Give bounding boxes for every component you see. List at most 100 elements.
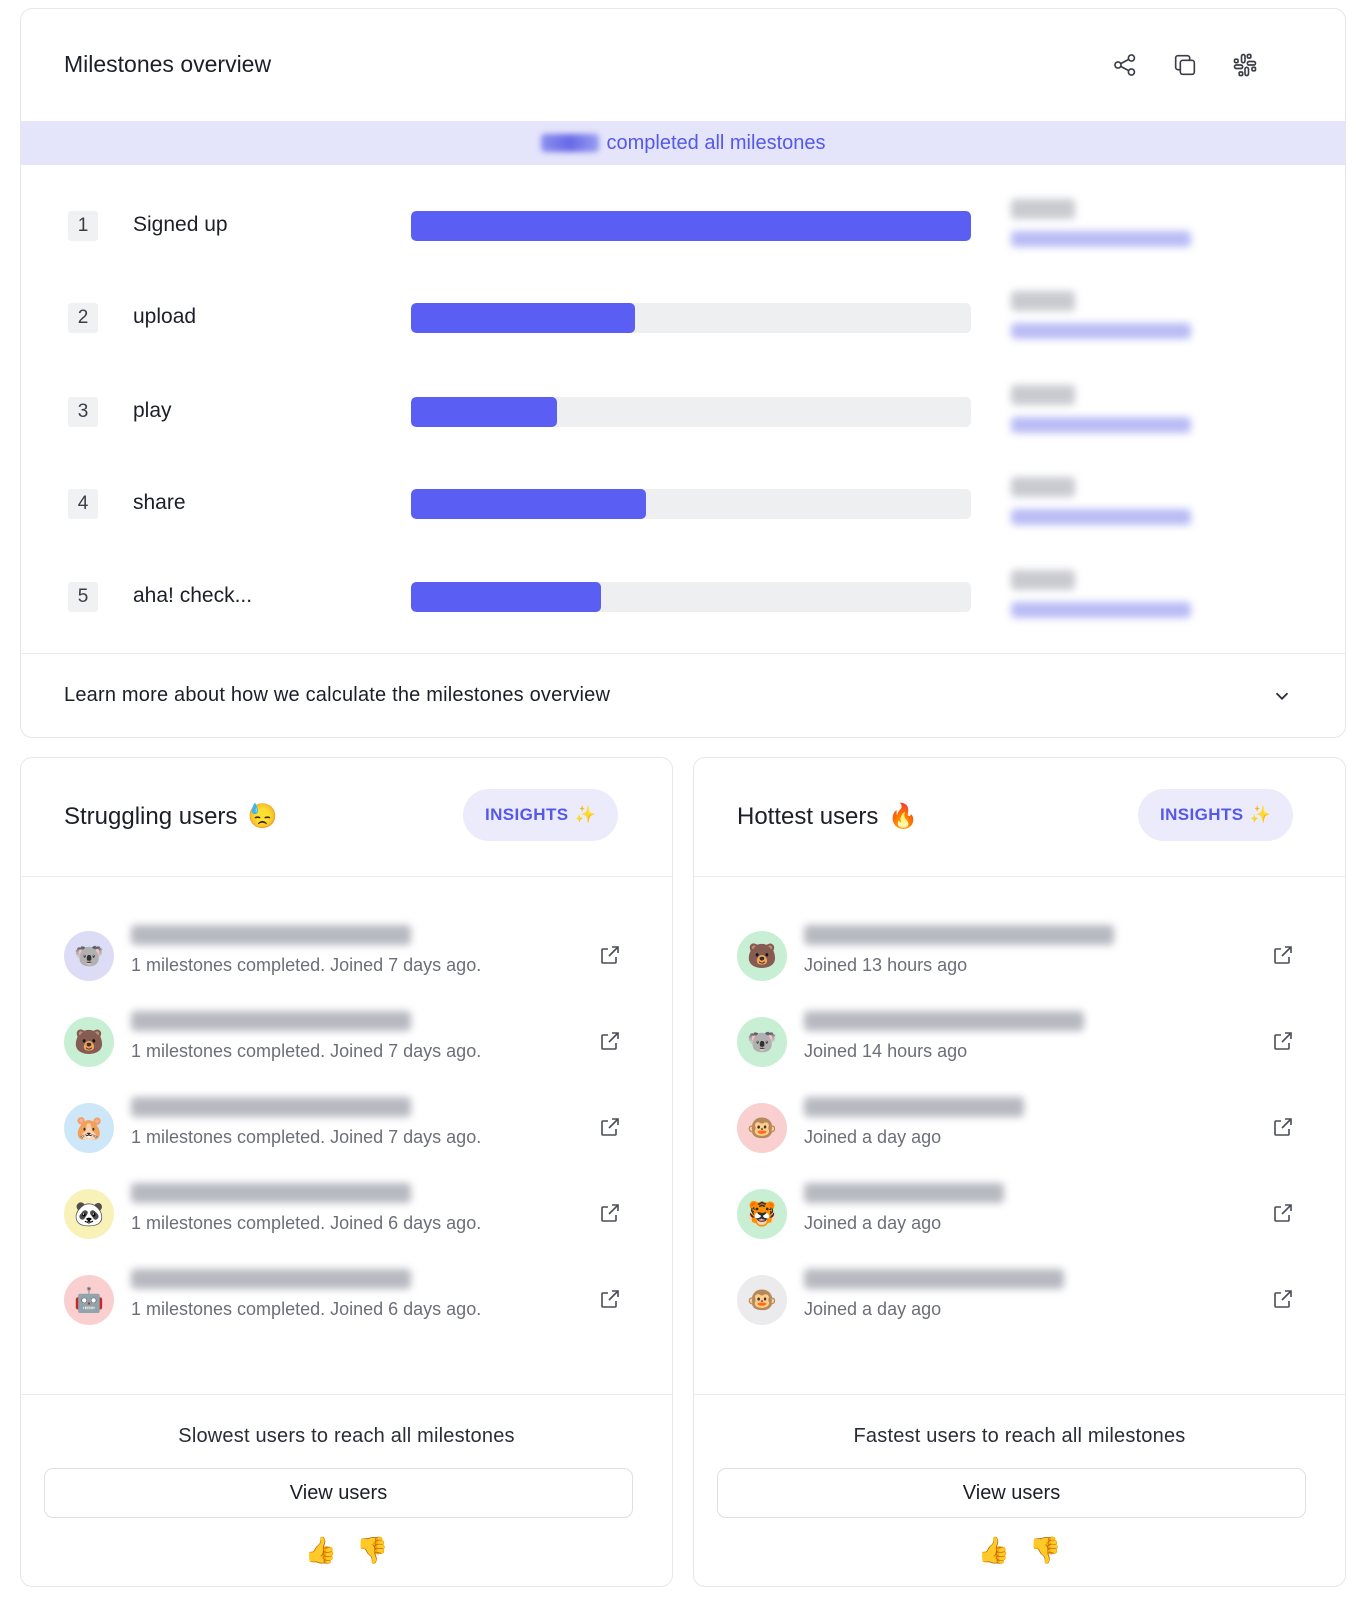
sparkles-icon: ✨ <box>574 805 597 824</box>
user-row[interactable]: 🐻 Joined 13 hours ago <box>694 913 1345 999</box>
insights-label: INSIGHTS <box>1160 805 1244 824</box>
user-subtitle: 1 milestones completed. Joined 7 days ag… <box>131 1127 482 1147</box>
milestone-label: aha! check... <box>133 584 253 607</box>
feedback-buttons: 👍 👎 <box>21 1535 672 1566</box>
hottest-title-text: Hottest users <box>737 802 879 830</box>
user-row[interactable]: 🐻 1 milestones completed. Joined 7 days … <box>21 999 672 1085</box>
external-link-icon[interactable] <box>1271 1201 1295 1225</box>
milestone-value-redacted <box>1011 385 1075 405</box>
share-icon[interactable] <box>1111 51 1139 79</box>
user-row[interactable]: 🐹 1 milestones completed. Joined 7 days … <box>21 1085 672 1171</box>
user-subtitle: 1 milestones completed. Joined 7 days ag… <box>131 1041 482 1061</box>
milestone-label: play <box>133 399 172 422</box>
view-users-button[interactable]: View users <box>44 1468 633 1518</box>
user-row[interactable]: 🐵 Joined a day ago <box>694 1085 1345 1171</box>
milestone-number: 4 <box>68 489 98 519</box>
sparkles-icon: ✨ <box>1249 805 1272 824</box>
slack-icon[interactable] <box>1231 51 1259 79</box>
sweat-emoji-icon: 😓 <box>247 803 278 830</box>
external-link-icon[interactable] <box>598 1201 622 1225</box>
milestone-stats <box>1011 385 1191 433</box>
external-link-icon[interactable] <box>598 1287 622 1311</box>
insights-label: INSIGHTS <box>485 805 569 824</box>
user-row[interactable]: 🐯 Joined a day ago <box>694 1171 1345 1257</box>
milestone-progress-fill <box>411 397 557 427</box>
avatar: 🐵 <box>737 1275 787 1325</box>
external-link-icon[interactable] <box>598 943 622 967</box>
struggling-footer: Slowest users to reach all milestones Vi… <box>21 1394 672 1586</box>
user-email-redacted <box>804 1183 1004 1203</box>
user-email-redacted <box>804 1269 1064 1289</box>
external-link-icon[interactable] <box>1271 943 1295 967</box>
user-email-redacted <box>131 925 411 945</box>
milestone-users-link-redacted[interactable] <box>1011 231 1191 247</box>
thumbs-down-icon[interactable]: 👎 <box>1029 1535 1062 1565</box>
milestone-label: Signed up <box>133 213 228 236</box>
milestones-explainer-toggle[interactable]: Learn more about how we calculate the mi… <box>21 653 1345 737</box>
completed-count-redacted <box>540 134 599 152</box>
milestone-row: 2 upload <box>21 283 1345 353</box>
user-email-redacted <box>804 925 1114 945</box>
user-row[interactable]: 🐵 Joined a day ago <box>694 1257 1345 1343</box>
user-email-redacted <box>131 1269 411 1289</box>
user-email-redacted <box>131 1011 411 1031</box>
user-subtitle: 1 milestones completed. Joined 6 days ag… <box>131 1299 482 1319</box>
milestone-users-link-redacted[interactable] <box>1011 509 1191 525</box>
banner-text: completed all milestones <box>606 131 826 154</box>
milestones-header: Milestones overview <box>21 9 1345 121</box>
milestone-number: 3 <box>68 397 98 427</box>
milestone-progress-track <box>411 582 971 612</box>
external-link-icon[interactable] <box>598 1029 622 1053</box>
user-row[interactable]: 🤖 1 milestones completed. Joined 6 days … <box>21 1257 672 1343</box>
user-subtitle: 1 milestones completed. Joined 6 days ag… <box>131 1213 482 1233</box>
insights-button[interactable]: INSIGHTS ✨ <box>463 789 619 841</box>
milestone-row: 5 aha! check... <box>21 562 1345 632</box>
milestone-stats <box>1011 477 1191 525</box>
milestone-users-link-redacted[interactable] <box>1011 323 1191 339</box>
milestone-row: 3 play <box>21 377 1345 447</box>
view-users-button[interactable]: View users <box>717 1468 1306 1518</box>
fire-emoji-icon: 🔥 <box>888 803 919 830</box>
milestone-progress-fill <box>411 582 602 612</box>
avatar: 🐯 <box>737 1189 787 1239</box>
struggling-title: Struggling users 😓 <box>64 802 277 831</box>
milestone-row: 4 share <box>21 469 1345 539</box>
milestone-label: share <box>133 491 186 514</box>
external-link-icon[interactable] <box>1271 1029 1295 1053</box>
avatar: 🐼 <box>64 1189 114 1239</box>
milestone-value-redacted <box>1011 199 1075 219</box>
user-row[interactable]: 🐨 1 milestones completed. Joined 7 days … <box>21 913 672 999</box>
milestone-stats <box>1011 291 1191 339</box>
milestone-progress-track <box>411 397 971 427</box>
thumbs-up-icon[interactable]: 👍 <box>304 1535 337 1565</box>
milestones-overview-card: Milestones overview completed all milest <box>20 8 1346 738</box>
hottest-users-card: Hottest users 🔥 INSIGHTS ✨ 🐻 Joined 13 h… <box>693 757 1346 1587</box>
avatar: 🐵 <box>737 1103 787 1153</box>
hottest-header: Hottest users 🔥 INSIGHTS ✨ <box>694 758 1345 877</box>
user-row[interactable]: 🐼 1 milestones completed. Joined 6 days … <box>21 1171 672 1257</box>
milestone-users-link-redacted[interactable] <box>1011 417 1191 433</box>
avatar: 🐹 <box>64 1103 114 1153</box>
milestone-users-link-redacted[interactable] <box>1011 602 1191 618</box>
fastest-users-text: Fastest users to reach all milestones <box>853 1425 1186 1447</box>
thumbs-down-icon[interactable]: 👎 <box>356 1535 389 1565</box>
user-subtitle: Joined a day ago <box>804 1127 942 1147</box>
milestone-stats <box>1011 570 1191 618</box>
user-subtitle: Joined 13 hours ago <box>804 955 968 975</box>
avatar: 🐨 <box>64 931 114 981</box>
milestone-number: 5 <box>68 582 98 612</box>
user-subtitle: Joined a day ago <box>804 1299 942 1319</box>
user-email-redacted <box>804 1097 1024 1117</box>
user-email-redacted <box>131 1097 411 1117</box>
user-row[interactable]: 🐨 Joined 14 hours ago <box>694 999 1345 1085</box>
external-link-icon[interactable] <box>598 1115 622 1139</box>
insights-button[interactable]: INSIGHTS ✨ <box>1138 789 1294 841</box>
external-link-icon[interactable] <box>1271 1287 1295 1311</box>
milestone-stats <box>1011 199 1191 247</box>
struggling-users-card: Struggling users 😓 INSIGHTS ✨ 🐨 1 milest… <box>20 757 673 1587</box>
copy-icon[interactable] <box>1171 51 1199 79</box>
milestone-progress-fill <box>411 211 971 241</box>
thumbs-up-icon[interactable]: 👍 <box>977 1535 1010 1565</box>
chevron-down-icon[interactable] <box>1271 685 1293 707</box>
external-link-icon[interactable] <box>1271 1115 1295 1139</box>
